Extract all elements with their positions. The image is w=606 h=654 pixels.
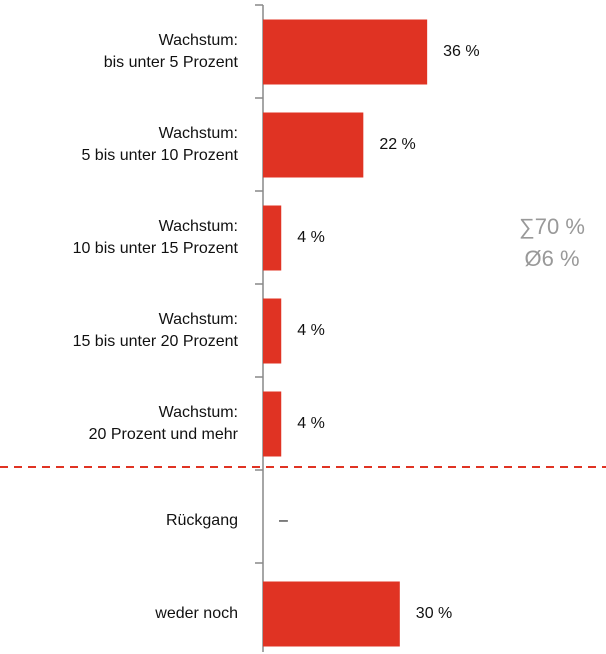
category-label: Wachstum: 10 bis unter 15 Prozent <box>72 218 238 257</box>
bar <box>263 112 364 178</box>
bar <box>263 391 282 457</box>
bar <box>263 19 428 85</box>
bar <box>263 298 282 364</box>
value-label: 4 % <box>297 322 325 339</box>
value-label: 30 % <box>415 605 453 622</box>
category-label: Wachstum: 5 bis unter 10 Prozent <box>81 125 238 164</box>
category-label: Wachstum: 15 bis unter 20 Prozent <box>72 311 238 350</box>
value-label: 4 % <box>297 229 325 246</box>
value-label: 4 % <box>297 415 325 432</box>
value-label: 22 % <box>379 136 416 153</box>
annotation: ∑70 % <box>519 214 585 239</box>
category-label: weder noch <box>155 605 238 622</box>
bar <box>263 581 400 647</box>
value-label: 36 % <box>443 43 480 60</box>
category-label: Rückgang <box>165 512 238 529</box>
category-label: Wachstum: bis unter 5 Prozent <box>103 32 238 71</box>
annotation: Ø6 % <box>524 246 580 271</box>
bar <box>263 205 282 271</box>
value-label: – <box>279 512 288 529</box>
category-label: Wachstum: 20 Prozent und mehr <box>88 404 238 443</box>
